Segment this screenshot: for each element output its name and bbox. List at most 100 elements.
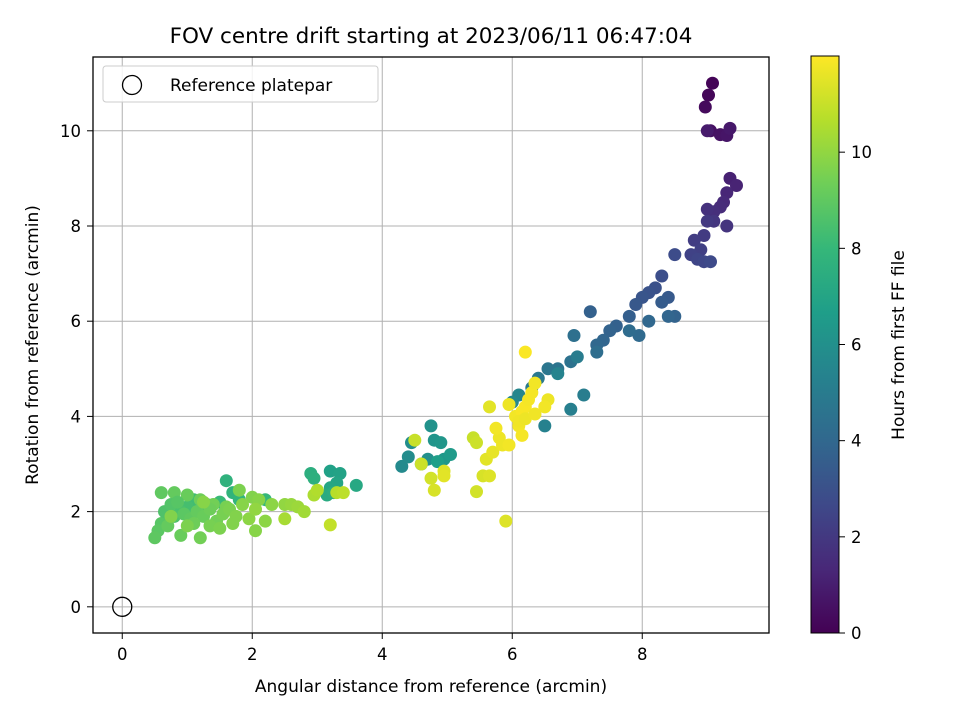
y-tick-label: 2 (71, 503, 82, 522)
data-point (349, 478, 363, 492)
grid-lines (93, 57, 769, 633)
data-point (307, 471, 321, 485)
data-point (236, 498, 249, 511)
x-axis-ticks: 0 2 4 6 8 (117, 633, 648, 664)
data-point (655, 269, 669, 283)
x-tick-label: 4 (377, 645, 388, 664)
data-point (249, 524, 262, 538)
colorbar-tick-label: 10 (851, 143, 872, 162)
y-tick-label: 4 (71, 407, 82, 426)
data-point (538, 400, 552, 414)
data-point (171, 495, 184, 509)
data-point (518, 412, 532, 426)
data-point (577, 388, 591, 402)
data-point (437, 469, 451, 483)
colorbar-tick-label: 2 (851, 528, 862, 547)
data-point (414, 457, 428, 471)
data-point (632, 329, 646, 342)
colorbar-tick-label: 6 (851, 336, 862, 355)
y-axis-label: Rotation from reference (arcmin) (23, 205, 43, 485)
data-point (336, 486, 350, 500)
data-point (622, 324, 636, 338)
data-point (723, 121, 737, 135)
data-point (249, 502, 262, 516)
data-point (193, 531, 207, 545)
legend-marker-reference (121, 74, 143, 96)
data-point (700, 214, 714, 228)
data-point (424, 419, 438, 433)
y-axis-ticks: 0 2 4 6 8 10 (60, 122, 93, 617)
x-tick-label: 8 (637, 645, 648, 664)
data-point (180, 519, 194, 533)
data-point (213, 521, 227, 535)
data-point (668, 248, 682, 262)
reference-marker (112, 596, 133, 617)
chart-title: FOV centre drift starting at 2023/06/11 … (170, 24, 693, 49)
data-point (219, 474, 233, 488)
data-point (395, 459, 409, 473)
data-point (486, 445, 500, 459)
x-tick-label: 2 (247, 645, 258, 664)
data-point (408, 433, 422, 447)
data-point (154, 486, 168, 500)
data-point (528, 376, 542, 390)
data-point (424, 471, 438, 485)
data-point (278, 512, 292, 526)
data-point (704, 255, 717, 269)
data-point (310, 483, 324, 497)
legend: Reference platepar (102, 65, 379, 103)
data-point (700, 202, 714, 216)
data-point (702, 88, 715, 102)
data-point (265, 498, 279, 511)
data-point (528, 407, 542, 421)
data-point (541, 362, 555, 376)
data-point (258, 514, 272, 528)
data-point (401, 450, 415, 464)
colorbar-gradient (810, 55, 840, 634)
data-point (483, 400, 496, 414)
y-tick-label: 10 (60, 122, 81, 141)
data-point (655, 295, 669, 309)
data-point (489, 421, 503, 435)
x-tick-label: 0 (117, 645, 128, 664)
legend-box (102, 65, 379, 103)
data-point (427, 483, 441, 497)
data-point (242, 512, 256, 526)
data-point (661, 309, 675, 323)
data-point (515, 428, 529, 442)
data-point (700, 124, 714, 138)
data-point (570, 350, 584, 364)
data-point (323, 518, 337, 532)
data-point (590, 345, 604, 359)
data-point (720, 219, 734, 233)
data-point (180, 488, 194, 502)
data-point (323, 464, 337, 478)
data-points (148, 76, 743, 545)
data-point (730, 179, 743, 192)
data-point (567, 329, 581, 342)
colorbar-ticks: 0 2 4 6 8 10 (839, 143, 872, 643)
data-point (197, 495, 210, 509)
legend-label-reference: Reference platepar (170, 76, 332, 96)
data-point (564, 402, 578, 416)
data-point (538, 419, 552, 433)
colorbar-tick-label: 8 (851, 239, 862, 258)
data-point (499, 514, 513, 528)
data-point (629, 298, 643, 311)
data-point (502, 398, 516, 411)
colorbar-label: Hours from first FF file (889, 250, 909, 440)
data-point (502, 438, 516, 452)
data-point (203, 519, 217, 533)
data-point (622, 309, 636, 323)
data-point (470, 485, 483, 499)
data-point (148, 531, 162, 545)
data-point (164, 509, 178, 523)
data-point (551, 367, 565, 381)
data-point (518, 345, 532, 359)
data-point (706, 76, 719, 90)
x-tick-label: 6 (507, 645, 518, 664)
data-point (697, 229, 711, 242)
plot-frame (92, 56, 770, 634)
colorbar-tick-label: 4 (851, 432, 862, 451)
